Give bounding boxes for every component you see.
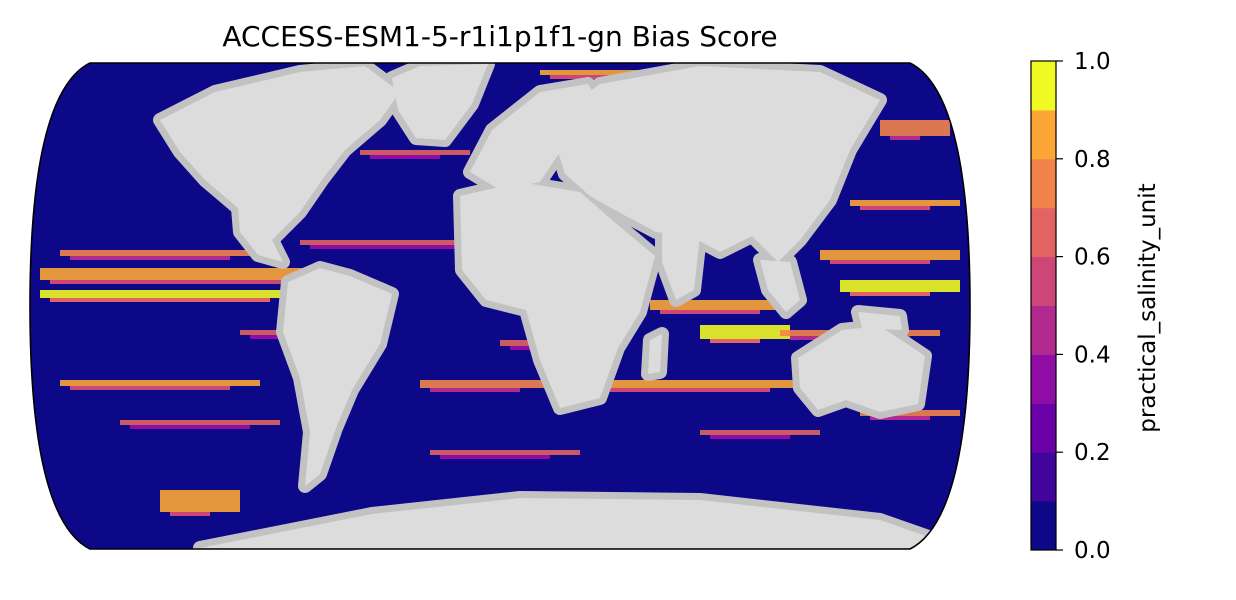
colorbar-tick-label: 0.4 — [1074, 342, 1111, 368]
colorbar-tick-label: 0.0 — [1074, 538, 1111, 564]
bias-streak — [870, 416, 930, 420]
colorbar-segment — [1031, 403, 1056, 453]
bias-streak — [70, 256, 230, 260]
south-america-land — [283, 268, 392, 486]
colorbar-segment — [1031, 61, 1056, 111]
bias-streak — [60, 250, 260, 256]
bias-streak — [40, 268, 340, 280]
bias-streak — [850, 200, 960, 206]
australia-land — [798, 326, 925, 412]
bias-streak — [310, 245, 470, 249]
bias-streak — [860, 206, 930, 210]
bias-streak — [250, 335, 300, 339]
southeast-asia-land — [760, 260, 800, 312]
new-guinea-land — [858, 312, 902, 330]
colorbar-segment — [1031, 158, 1056, 209]
land-mask — [160, 64, 960, 548]
bias-streak — [860, 410, 960, 416]
colorbar-tick-label: 0.6 — [1074, 245, 1111, 271]
bias-streak — [700, 430, 820, 435]
africa-land — [460, 182, 655, 408]
colorbar-segment — [1031, 501, 1056, 551]
colorbar-frame — [1030, 60, 1057, 551]
colorbar-tick-label: 0.2 — [1074, 440, 1111, 466]
map-boundary — [29, 62, 971, 550]
colorbar-tick-label: 1.0 — [1074, 49, 1111, 75]
north-america-land — [160, 66, 400, 262]
bias-streak — [360, 150, 470, 155]
bias-streak — [370, 155, 440, 159]
bias-streak — [700, 325, 790, 339]
bias-streak — [120, 420, 280, 425]
bias-streak — [70, 386, 230, 390]
india-land — [662, 232, 700, 300]
colorbar-tick-label: 0.8 — [1074, 147, 1111, 173]
bias-streak — [430, 450, 580, 455]
bias-streak — [170, 512, 210, 516]
asia-land — [548, 66, 880, 262]
bias-streak — [430, 388, 520, 392]
bias-streak — [850, 292, 930, 296]
colorbar-segments — [1031, 61, 1056, 551]
bias-streak — [880, 120, 950, 136]
bias-streak — [40, 290, 300, 298]
bias-streak — [160, 490, 240, 512]
bias-streak — [130, 425, 250, 429]
map-title: ACCESS-ESM1-5-r1i1p1f1-gn Bias Score — [222, 20, 777, 53]
bias-streak — [650, 300, 790, 310]
colorbar-segment — [1031, 452, 1056, 502]
colorbar-segment — [1031, 305, 1056, 355]
colorbar-segment — [1031, 256, 1056, 306]
colorbar: 0.0 0.2 0.4 0.6 0.8 1.0 practical_salinity_un… — [1030, 49, 1161, 564]
bias-streak — [820, 250, 960, 260]
bias-streak — [440, 455, 550, 459]
bias-streak — [60, 380, 260, 386]
bias-streak — [710, 435, 790, 439]
greenland-land — [392, 64, 488, 140]
bias-streak — [600, 380, 800, 388]
madagascar-land — [648, 334, 662, 374]
bias-streak — [50, 298, 270, 302]
colorbar-label: practical_salinity_unit — [1135, 183, 1161, 432]
colorbar-segment — [1031, 109, 1056, 160]
colorbar-ticks: 0.0 0.2 0.4 0.6 0.8 1.0 — [1056, 49, 1111, 564]
map-panel — [29, 62, 971, 550]
bias-streak — [710, 339, 760, 343]
bias-streak — [300, 240, 500, 245]
colorbar-segment — [1031, 354, 1056, 404]
bias-streak — [890, 136, 920, 140]
bias-streak — [420, 380, 550, 388]
bias-streak — [830, 260, 930, 264]
bias-streak — [840, 280, 960, 292]
bias-streak — [660, 310, 760, 314]
colorbar-segment — [1031, 207, 1056, 258]
bias-streak — [610, 388, 770, 392]
bias-streak — [50, 280, 310, 284]
bias-streak — [510, 346, 540, 350]
antarctica-land — [200, 498, 960, 548]
